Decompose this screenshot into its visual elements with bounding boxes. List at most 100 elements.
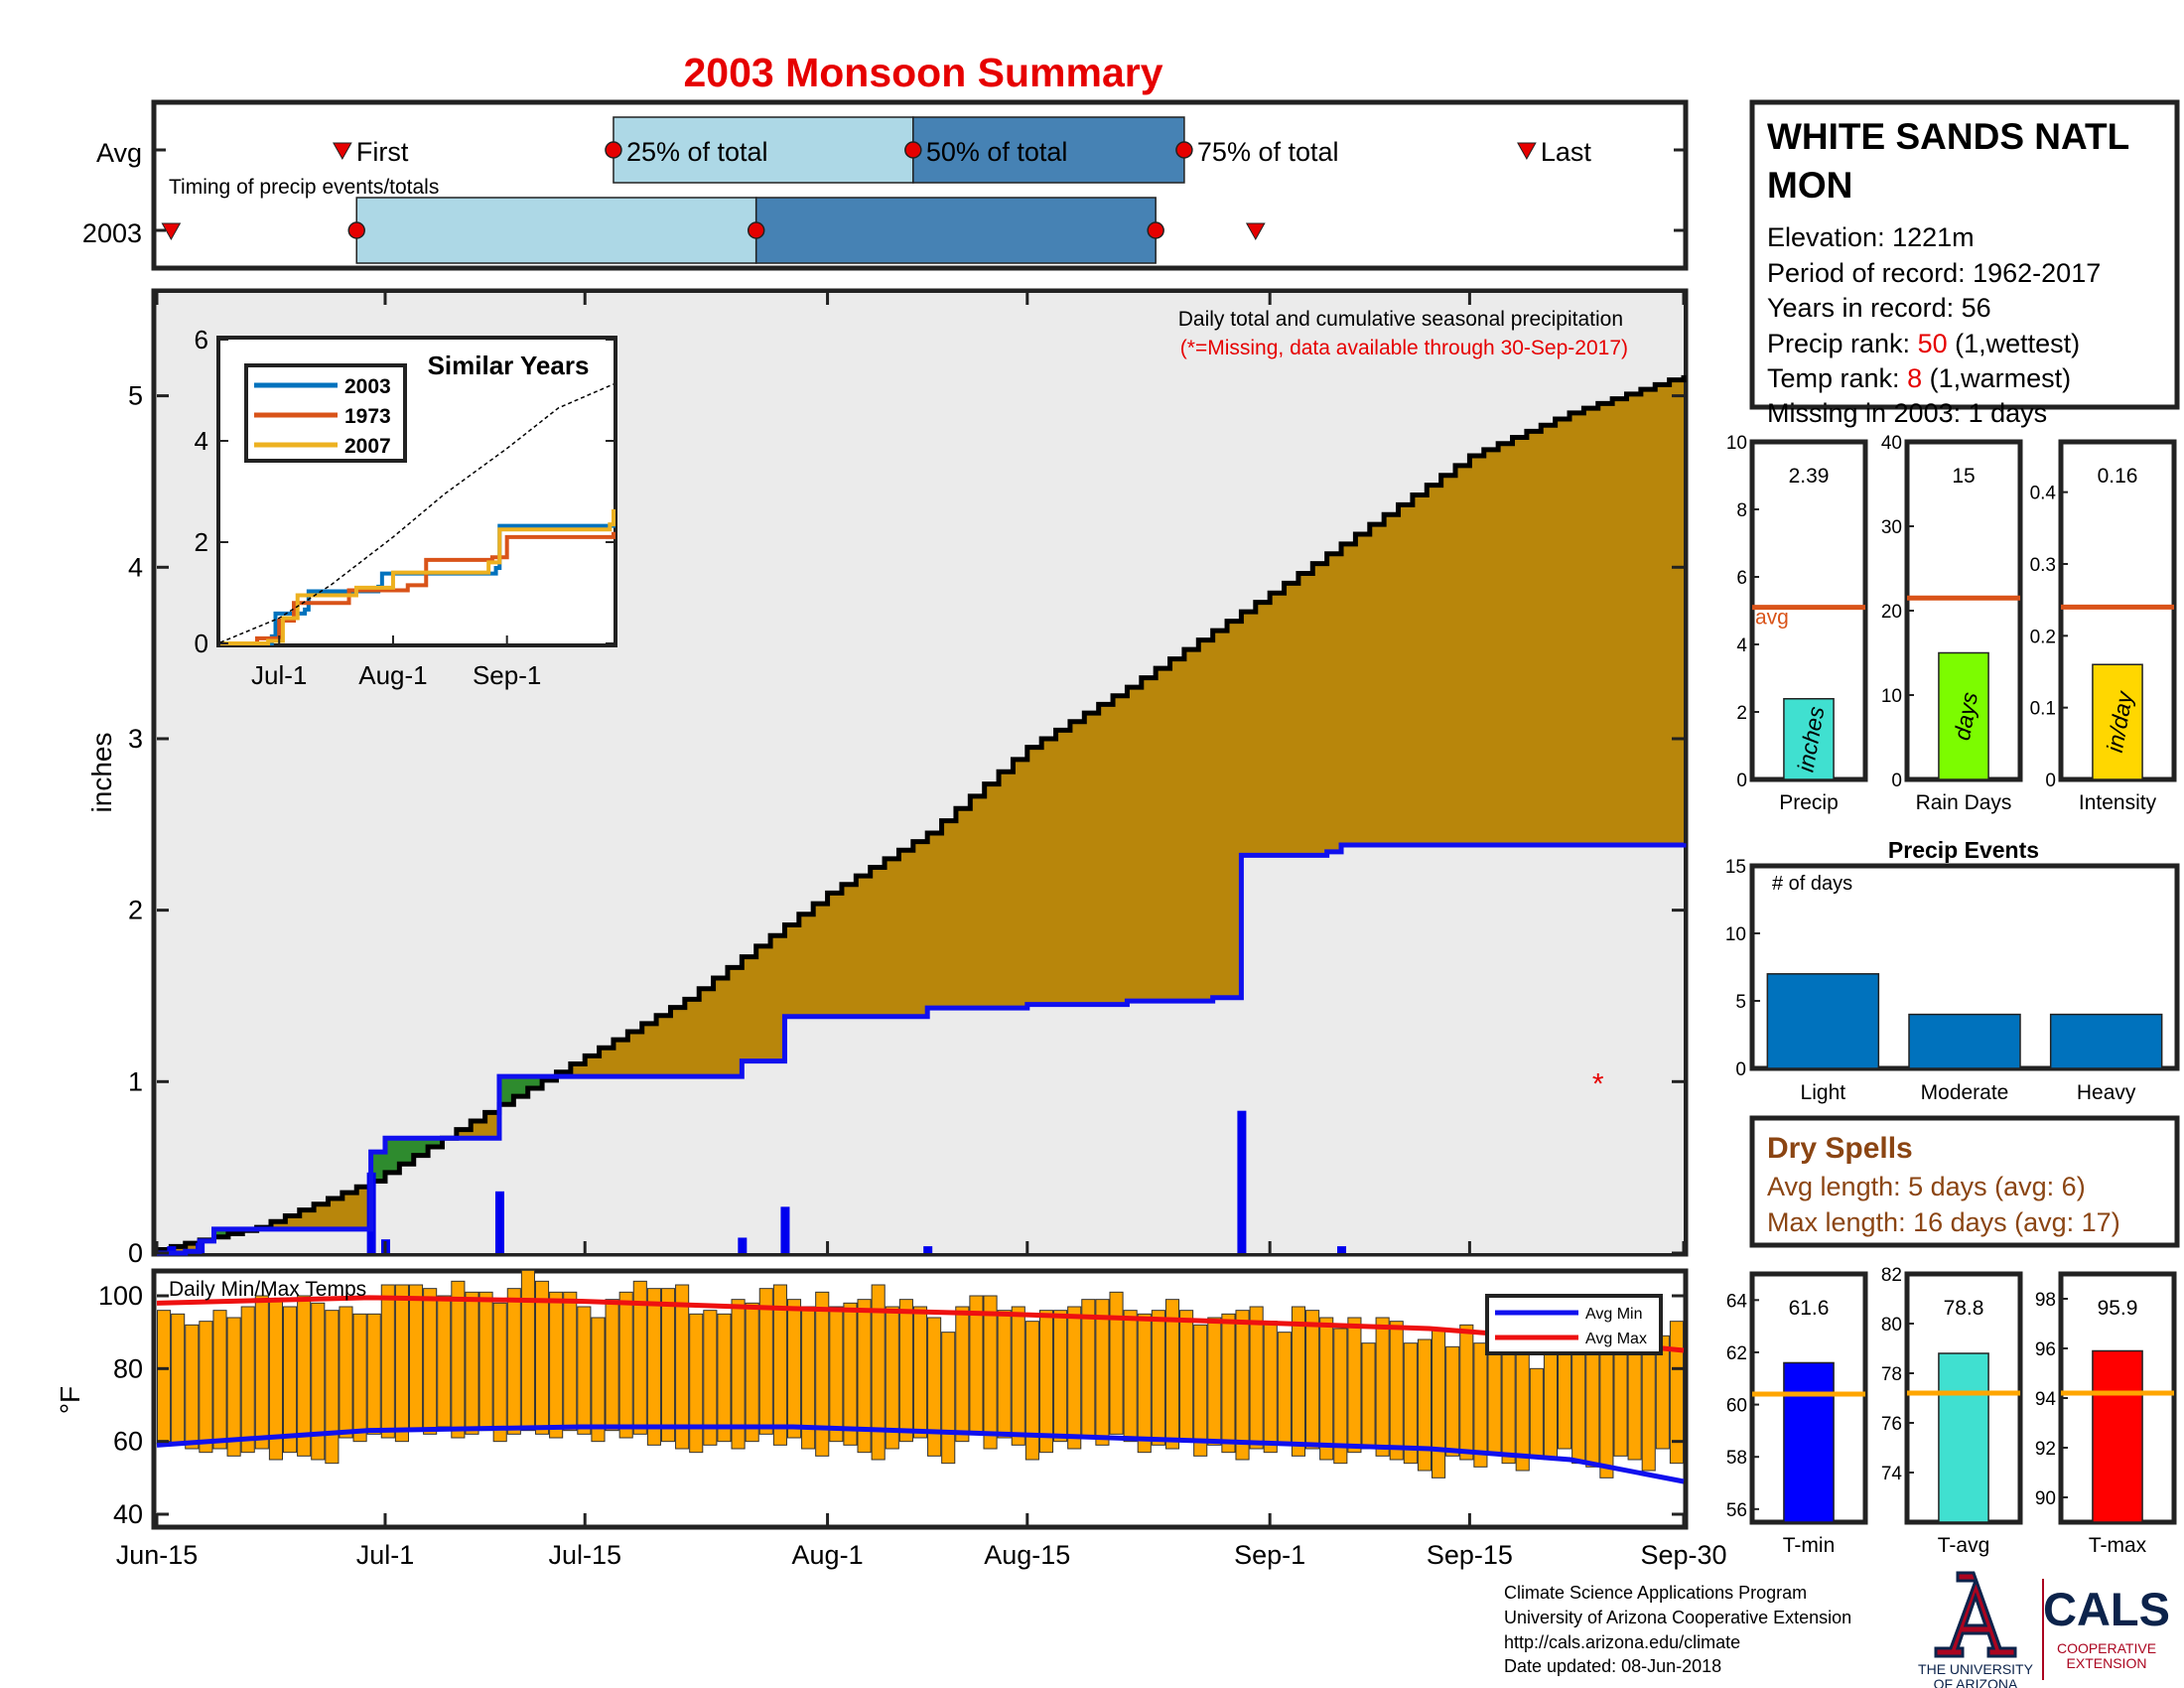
stat-panel-bar	[1783, 1361, 1835, 1523]
daily-temp-bar	[1432, 1328, 1446, 1478]
timing-avg-first-marker	[333, 142, 352, 161]
station-period: Period of record: 1962-2017	[1767, 258, 2101, 288]
inset-xtick-label: Sep-1	[473, 660, 541, 690]
timing-avg-p50-dot	[904, 141, 922, 159]
timing-row-year-label: 2003	[82, 218, 142, 248]
daily-temp-bar	[1109, 1291, 1124, 1435]
daily-temp-bar	[1081, 1299, 1096, 1439]
station-years: Years in record: 56	[1767, 293, 1991, 323]
daily-temp-bar	[339, 1306, 353, 1439]
daily-temp-bar	[731, 1299, 746, 1450]
stat-panel-ytick-label: 62	[1726, 1343, 1747, 1364]
stat-panel-ytick-label: 96	[2035, 1339, 2056, 1360]
event-category-label: Light	[1801, 1081, 1846, 1104]
timing-avg-box-50-75	[912, 116, 1185, 184]
cals-line1: COOPERATIVE	[2057, 1640, 2156, 1656]
main-subtitle: (*=Missing, data available through 30-Se…	[1180, 337, 1628, 359]
timing-first-label: First	[356, 137, 409, 167]
daily-temp-bar	[969, 1295, 984, 1435]
daily-temp-bar	[857, 1299, 872, 1454]
daily-precip-bar	[738, 1237, 748, 1253]
cals-logo: CALS COOPERATIVE EXTENSION	[2043, 1583, 2170, 1671]
daily-temp-bar	[1151, 1310, 1165, 1446]
temp-stats: 61.6 56 58 60 62 64 T-min 78.8 74 76 78 80 82 T-avg 95…	[1726, 1265, 2177, 1557]
stat-panel-label: T-avg	[1938, 1534, 1990, 1557]
daily-temp-bar	[1529, 1367, 1544, 1457]
main-title: Daily total and cumulative seasonal prec…	[1178, 308, 1623, 331]
station-name-line1: WHITE SANDS NATL	[1767, 116, 2129, 157]
stat-panel-ytick-label: 0	[1891, 771, 1902, 791]
main-ytick-label: 3	[128, 724, 143, 754]
daily-temp-bar	[1164, 1299, 1180, 1450]
stat-panel-ytick-label: 10	[1881, 686, 1902, 707]
daily-temp-bar	[506, 1288, 521, 1435]
cumulative-deficit-fill	[157, 379, 1684, 1253]
stat-panel-value: 0.16	[2098, 465, 2138, 488]
stat-panel-ytick-label: 6	[1736, 568, 1747, 589]
inset-legend-label: 2007	[344, 435, 391, 458]
similar-year-line	[220, 508, 615, 645]
footer-line1: Climate Science Applications Program	[1504, 1583, 1807, 1603]
daily-temp-bar	[1249, 1306, 1264, 1450]
daily-temp-bar	[898, 1299, 913, 1443]
daily-temp-bar	[871, 1284, 886, 1461]
event-bar	[1908, 1013, 2021, 1069]
daily-temp-bar	[1669, 1321, 1684, 1465]
stat-panel-bar	[1938, 1352, 1989, 1523]
daily-temp-bar	[1207, 1317, 1222, 1446]
daily-temp-bar	[829, 1306, 844, 1443]
daily-temp-bar	[1515, 1345, 1530, 1472]
timing-subtitle: Timing of precip events/totals	[169, 176, 439, 199]
footer-line4: Date updated: 08-Jun-2018	[1504, 1656, 1721, 1676]
daily-temp-bar	[366, 1313, 381, 1435]
daily-temp-bar	[423, 1288, 438, 1435]
stat-panel-label: Rain Days	[1916, 791, 2012, 814]
cals-wordmark: CALS	[2043, 1583, 2170, 1635]
stat-panel-ytick-label: 20	[1881, 602, 1902, 623]
daily-temp-bar	[1179, 1310, 1194, 1443]
daily-precip-bar	[923, 1246, 933, 1253]
temp-ytick-label: 100	[98, 1281, 143, 1311]
timing-avg-p25-dot	[605, 141, 622, 159]
daily-temp-bar	[591, 1317, 606, 1443]
daily-temp-bar	[912, 1306, 928, 1439]
daily-temp-bar	[997, 1310, 1012, 1439]
station-info-box: WHITE SANDS NATL MON Elevation: 1221m Pe…	[1749, 99, 2180, 410]
stat-panel-ytick-label: 82	[1881, 1265, 1902, 1286]
inset-legend-label: 2003	[344, 375, 391, 398]
daily-temp-bar	[199, 1321, 213, 1454]
legend-avg-min: Avg Min	[1585, 1306, 1643, 1323]
daily-temp-bar	[632, 1280, 647, 1435]
daily-temp-bar	[325, 1310, 340, 1465]
footer-line3: http://cals.arizona.edu/climate	[1504, 1632, 1740, 1652]
similar-years-inset: Similar Years 0 2 4 6 Jul-1 Aug-1 Sep-1 2003 197…	[195, 325, 617, 690]
daily-temp-bar	[1585, 1338, 1600, 1468]
timing-year-p75-dot	[1147, 221, 1164, 239]
daily-temp-bar	[1193, 1324, 1208, 1457]
daily-temp-bar	[1024, 1321, 1039, 1461]
daily-temp-bar	[1361, 1342, 1376, 1450]
main-ytick-label: 0	[128, 1238, 143, 1268]
daily-temp-bar	[983, 1295, 998, 1450]
daily-temp-bar	[1235, 1310, 1250, 1461]
stat-panel-ytick-label: 0.2	[2030, 627, 2056, 647]
timing-p25-label: 25% of total	[626, 137, 768, 167]
daily-temp-bar	[549, 1291, 564, 1439]
timing-avg-last-marker	[1517, 142, 1537, 161]
daily-temp-bar	[1473, 1342, 1488, 1468]
daily-temp-bar	[1221, 1313, 1236, 1454]
footer-line2: University of Arizona Cooperative Extens…	[1504, 1608, 1851, 1627]
station-temp-rank: Temp rank: 8 (1,warmest)	[1767, 363, 2071, 393]
daily-temp-bar	[703, 1310, 718, 1446]
stat-panel-ytick-label: 0.3	[2030, 555, 2056, 576]
dry-spells-avg: Avg length: 5 days (avg: 6)	[1767, 1172, 2086, 1201]
daily-temp-bar	[451, 1280, 466, 1439]
daily-temp-bar	[745, 1302, 759, 1443]
events-ytick-label: 0	[1735, 1059, 1746, 1080]
stat-panel-avg-label: avg	[1755, 607, 1789, 630]
daily-temp-bar	[1543, 1345, 1559, 1461]
event-bar	[2049, 1013, 2163, 1069]
timing-row-avg-label: Avg	[96, 138, 142, 168]
stat-panel-label: T-min	[1783, 1534, 1836, 1557]
